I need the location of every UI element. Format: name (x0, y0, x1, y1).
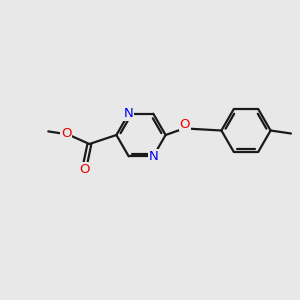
Text: N: N (148, 150, 158, 163)
Text: O: O (61, 127, 72, 140)
Text: N: N (124, 107, 134, 120)
Text: O: O (80, 163, 90, 176)
Text: O: O (179, 118, 190, 131)
